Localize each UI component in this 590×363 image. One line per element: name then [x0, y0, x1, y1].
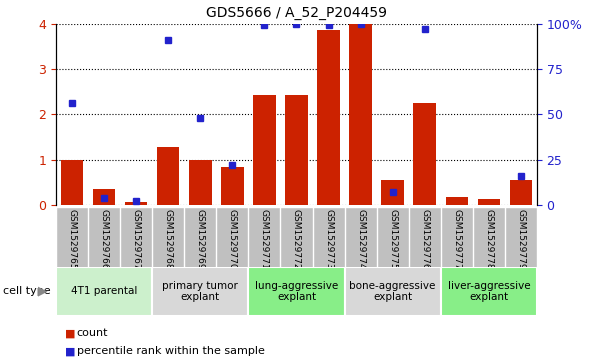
Bar — [125, 202, 148, 205]
Bar — [349, 24, 372, 205]
Text: GSM1529765: GSM1529765 — [68, 209, 77, 269]
Title: GDS5666 / A_52_P204459: GDS5666 / A_52_P204459 — [206, 6, 387, 20]
Text: GSM1529771: GSM1529771 — [260, 209, 269, 269]
Text: GSM1529773: GSM1529773 — [324, 209, 333, 269]
Bar — [510, 180, 532, 205]
Text: GSM1529776: GSM1529776 — [420, 209, 429, 269]
Bar — [285, 95, 308, 205]
Bar — [414, 103, 436, 205]
Text: ■: ■ — [65, 346, 76, 356]
Bar — [253, 95, 276, 205]
Text: count: count — [77, 328, 108, 338]
Text: ▶: ▶ — [38, 285, 48, 298]
Bar — [221, 167, 244, 205]
Text: GSM1529766: GSM1529766 — [100, 209, 109, 269]
Text: GSM1529777: GSM1529777 — [453, 209, 461, 269]
Bar — [445, 197, 468, 205]
Text: primary tumor
explant: primary tumor explant — [162, 281, 238, 302]
Text: 4T1 parental: 4T1 parental — [71, 286, 137, 296]
Bar — [317, 30, 340, 205]
Text: GSM1529779: GSM1529779 — [516, 209, 525, 269]
Text: GSM1529774: GSM1529774 — [356, 209, 365, 269]
Bar — [345, 267, 441, 316]
Text: GSM1529769: GSM1529769 — [196, 209, 205, 269]
Text: GSM1529778: GSM1529778 — [484, 209, 493, 269]
Text: GSM1529775: GSM1529775 — [388, 209, 397, 269]
Text: ■: ■ — [65, 328, 76, 338]
Text: lung-aggressive
explant: lung-aggressive explant — [255, 281, 338, 302]
Text: percentile rank within the sample: percentile rank within the sample — [77, 346, 264, 356]
Bar — [157, 147, 179, 205]
Bar — [381, 180, 404, 205]
Bar — [152, 267, 248, 316]
Bar — [93, 189, 116, 205]
Text: GSM1529772: GSM1529772 — [292, 209, 301, 269]
Text: GSM1529770: GSM1529770 — [228, 209, 237, 269]
Text: bone-aggressive
explant: bone-aggressive explant — [349, 281, 436, 302]
Bar — [477, 199, 500, 205]
Text: GSM1529767: GSM1529767 — [132, 209, 140, 269]
Text: cell type: cell type — [3, 286, 51, 296]
Bar — [61, 160, 83, 205]
Text: GSM1529768: GSM1529768 — [164, 209, 173, 269]
Bar — [441, 267, 537, 316]
Bar — [189, 160, 212, 205]
Bar — [248, 267, 345, 316]
Text: liver-aggressive
explant: liver-aggressive explant — [447, 281, 530, 302]
Bar — [56, 267, 152, 316]
